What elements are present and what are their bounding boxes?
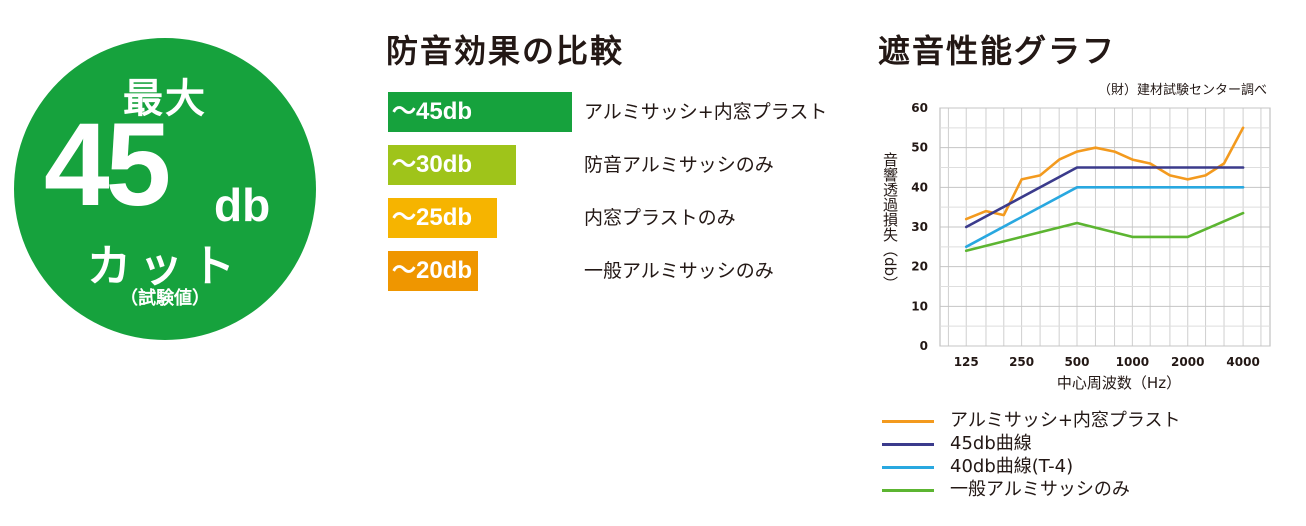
series-line (964, 166, 1245, 229)
sound-insulation-chart: 0 10 20 30 40 50 60 125 250 500 1000 2000 4000 中心周波数（… (881, 101, 1271, 392)
comparison-bar: ～25db (388, 198, 497, 238)
comparison-label: 内窓プラストのみ (584, 207, 736, 229)
badge-cut-text: カット (87, 241, 243, 292)
y-tick-label: 30 (911, 220, 928, 234)
series-line (964, 211, 1245, 253)
badge-note: （試験値） (120, 288, 210, 309)
x-tick-label: 500 (1064, 355, 1089, 369)
x-axis-label: 中心周波数（Hz） (1057, 374, 1181, 392)
x-tick-label: 2000 (1171, 355, 1204, 369)
legend-swatch (882, 420, 934, 423)
chart-source: （財）建材試験センター調べ (1098, 83, 1268, 98)
y-tick-label: 40 (911, 180, 928, 194)
y-tick-label: 0 (920, 339, 928, 353)
x-tick-label: 1000 (1116, 355, 1149, 369)
legend-label: 45db曲線 (950, 433, 1032, 454)
series-line (964, 186, 1245, 249)
legend-swatch (882, 489, 934, 492)
legend-swatch (882, 443, 934, 446)
y-axis-label: 音響透過損失（db） (881, 152, 899, 291)
legend-label: アルミサッシ+内窓プラスト (950, 410, 1181, 431)
x-tick-label: 125 (954, 355, 979, 369)
comparison-bar: ～30db (388, 145, 516, 185)
legend-swatch (882, 466, 934, 469)
comparison-title: 防音効果の比較 (386, 32, 625, 70)
x-tick-label: 4000 (1226, 355, 1259, 369)
legend-label: 一般アルミサッシのみ (950, 479, 1130, 500)
series-line (964, 126, 1245, 221)
legend-item: 一般アルミサッシのみ (882, 479, 1222, 501)
comparison-label: 一般アルミサッシのみ (584, 260, 774, 282)
y-tick-label: 50 (911, 141, 928, 155)
comparison-label: 防音アルミサッシのみ (584, 154, 774, 176)
badge-number: 45 (44, 99, 171, 231)
comparison-bar: ～45db (388, 92, 572, 132)
legend-label: 40db曲線(T-4) (950, 456, 1074, 477)
y-tick-label: 60 (911, 101, 928, 115)
comparison-label: アルミサッシ+内窓プラスト (584, 101, 828, 123)
y-tick-label: 10 (911, 299, 928, 313)
comparison-bar: ～20db (388, 251, 478, 291)
max-cut-badge: 最大 45 db カット （試験値） (14, 38, 316, 340)
x-tick-label: 250 (1009, 355, 1034, 369)
legend-item: アルミサッシ+内窓プラスト (882, 410, 1222, 432)
chart-title: 遮音性能グラフ (878, 32, 1117, 70)
legend-item: 45db曲線 (882, 433, 1222, 455)
badge-unit: db (214, 179, 271, 231)
y-tick-label: 20 (911, 260, 928, 274)
badge-top-text: 最大 (123, 76, 207, 122)
legend-item: 40db曲線(T-4) (882, 456, 1222, 478)
